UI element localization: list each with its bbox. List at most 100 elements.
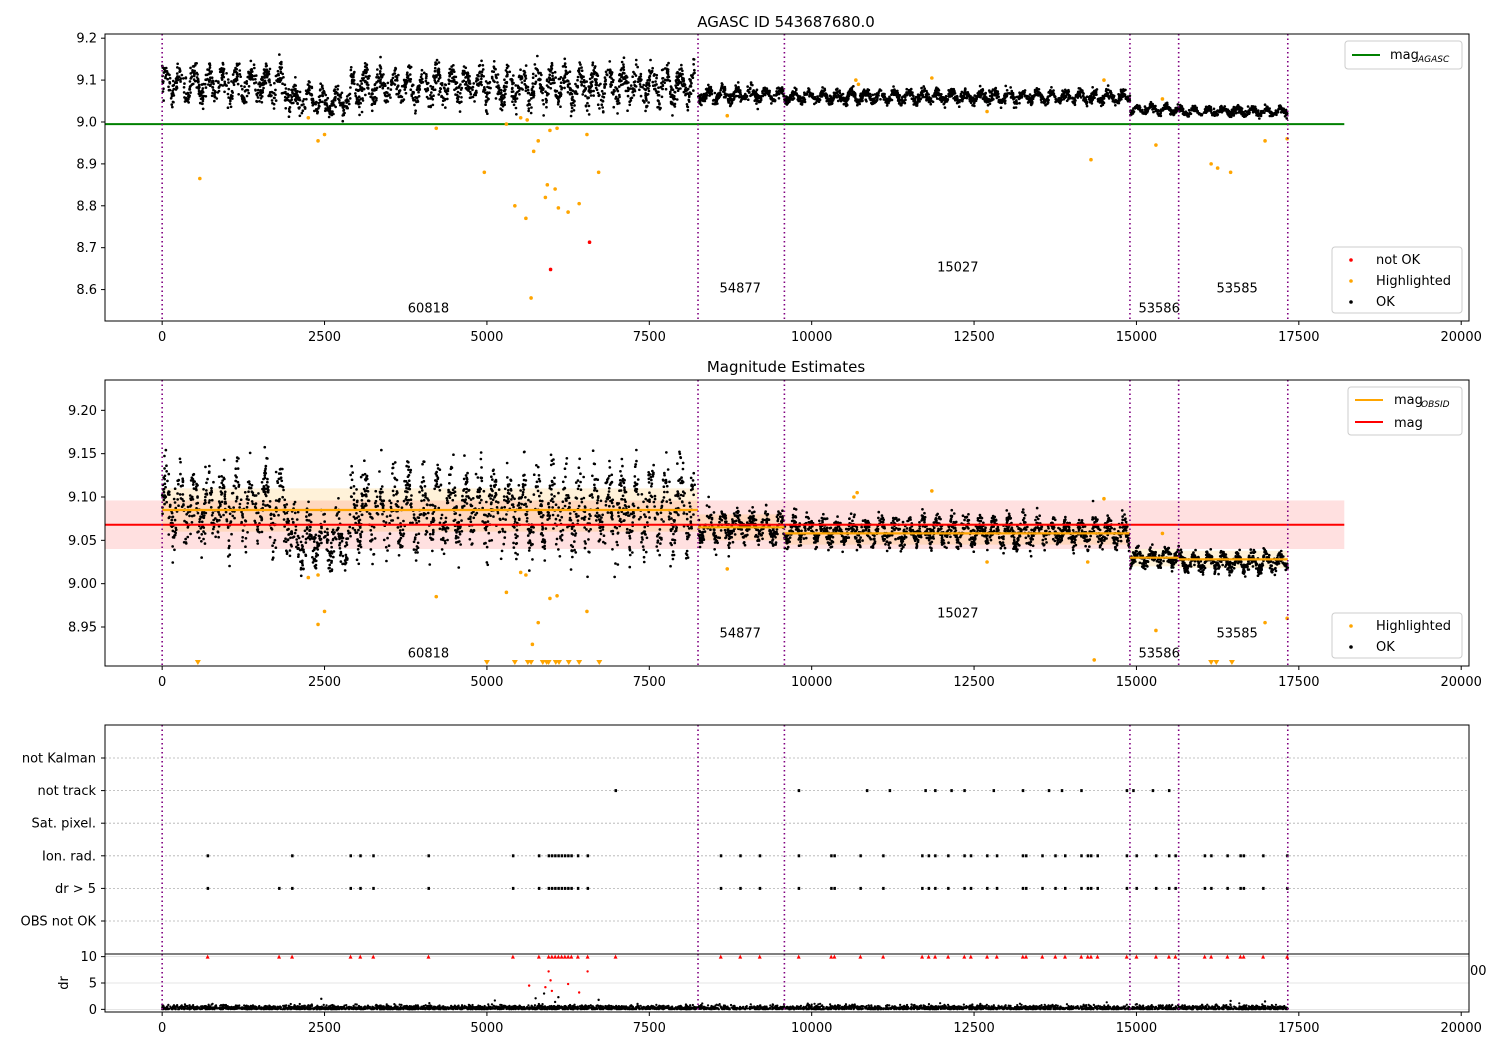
highlighted-clipped-marker	[576, 660, 583, 665]
flag-marker	[719, 854, 723, 858]
highlighted-point	[585, 609, 589, 614]
dr-outlier-point	[597, 998, 600, 1002]
x-tick-label: 7500	[633, 675, 666, 690]
highlighted-point	[525, 118, 529, 122]
flag-marker	[927, 854, 931, 858]
highlighted-point	[306, 575, 311, 580]
flag-marker	[833, 854, 836, 858]
x-tick-label: 15000	[1116, 675, 1157, 690]
flag-marker	[934, 886, 937, 890]
flag-marker	[1203, 854, 1207, 858]
y-tick-label: 5	[89, 977, 97, 992]
dr-clipped-marker	[348, 954, 353, 959]
dr-clipped-marker	[553, 954, 558, 959]
flag-marker	[947, 854, 950, 858]
flag-marker	[511, 886, 515, 890]
highlighted-clipped-marker	[1228, 660, 1235, 665]
x-tick-label: 5000	[470, 1021, 503, 1036]
dr-clipped-marker	[796, 954, 801, 959]
flag-marker	[550, 854, 554, 858]
flag-marker	[986, 854, 989, 858]
highlighted-clipped-marker	[1208, 660, 1215, 665]
dr-clipped-marker	[566, 954, 571, 959]
flag-marker	[859, 854, 862, 858]
highlighted-point	[543, 195, 548, 200]
highlighted-point	[524, 573, 528, 577]
ok-point-cloud	[1129, 100, 1180, 118]
flag-marker	[797, 886, 801, 890]
legend-mag-label: mag	[1394, 416, 1423, 431]
flag-marker	[614, 789, 618, 793]
flag-marker	[1132, 789, 1135, 793]
y-tick-label: 9.00	[68, 577, 97, 592]
flag-marker	[865, 789, 869, 793]
flag-marker	[291, 886, 294, 890]
flag-marker	[1125, 854, 1129, 858]
dr-clipped-marker	[881, 954, 886, 959]
agasc-title: AGASC ID 543687680.0	[697, 13, 875, 31]
highlighted-point	[316, 622, 320, 627]
highlighted-point	[854, 78, 858, 82]
flag-marker	[797, 854, 801, 858]
highlighted-point	[1102, 78, 1106, 82]
highlighted-point	[530, 642, 535, 647]
x-tick-label: 15000	[1116, 1021, 1157, 1036]
flag-marker	[1060, 789, 1064, 793]
flag-marker	[833, 886, 836, 890]
flag-marker	[427, 886, 430, 890]
highlighted-clipped-marker	[511, 660, 518, 665]
flag-marker	[1242, 886, 1246, 890]
x-tick-label: 12500	[953, 330, 994, 345]
flag-marker	[1089, 886, 1093, 890]
highlighted-point	[513, 203, 517, 208]
ok-point-cloud	[1178, 547, 1290, 578]
flag-marker	[1021, 886, 1025, 890]
x-tick-label: 0	[158, 675, 166, 690]
dr-clipped-marker	[1173, 954, 1178, 959]
dr-clipped-marker	[858, 954, 863, 959]
flag-marker	[570, 854, 573, 858]
dr-clipped-marker	[1166, 954, 1171, 959]
flag-marker	[372, 854, 375, 858]
flag-marker	[278, 886, 281, 890]
flag-marker	[1089, 854, 1093, 858]
flag-marker	[969, 886, 973, 890]
magnitude-legend-bottom: Highlighted OK	[1331, 612, 1463, 659]
flag-marker	[1262, 854, 1265, 858]
flag-marker	[1210, 854, 1213, 858]
y-tick-label: 9.05	[68, 534, 97, 549]
y-tick-label: 10	[80, 950, 97, 965]
flag-marker	[1086, 886, 1090, 890]
flag-marker	[1239, 854, 1242, 858]
x-tick-label: 20000	[1441, 330, 1482, 345]
flag-marker	[1242, 854, 1246, 858]
legend-ok-label-2: OK	[1376, 640, 1395, 655]
highlighted-point	[596, 170, 601, 175]
flag-marker	[547, 886, 551, 890]
flag-marker	[1135, 854, 1138, 858]
dr-outlier-point	[577, 991, 581, 994]
legend-mag-obsid-sub: OBSID	[1421, 400, 1450, 410]
legend-highlighted-label: Highlighted	[1376, 274, 1451, 289]
dr-outlier-point	[586, 970, 589, 973]
highlighted-point	[548, 596, 552, 601]
dr-outlier-point	[550, 989, 554, 993]
x-tick-label: 10000	[791, 330, 832, 345]
flag-marker	[888, 789, 892, 793]
dr-clipped-marker	[1040, 954, 1045, 959]
dr-clipped-marker	[569, 954, 574, 959]
dr-outlier-point	[566, 982, 570, 986]
dr-outlier-point	[544, 986, 547, 989]
flag-marker	[206, 886, 210, 890]
y-tick-label: 8.9	[76, 157, 97, 172]
dr-clipped-marker	[985, 954, 990, 959]
flag-marker	[1086, 854, 1090, 858]
dr-clipped-marker	[1079, 954, 1084, 959]
dr-clipped-marker	[946, 954, 951, 959]
flag-marker	[947, 886, 950, 890]
flag-marker	[963, 886, 966, 890]
flag-marker	[1063, 854, 1067, 858]
flag-category-label: Ion. rad.	[42, 849, 96, 864]
dr-clipped-marker	[546, 954, 551, 959]
plot-frame	[104, 33, 1470, 322]
